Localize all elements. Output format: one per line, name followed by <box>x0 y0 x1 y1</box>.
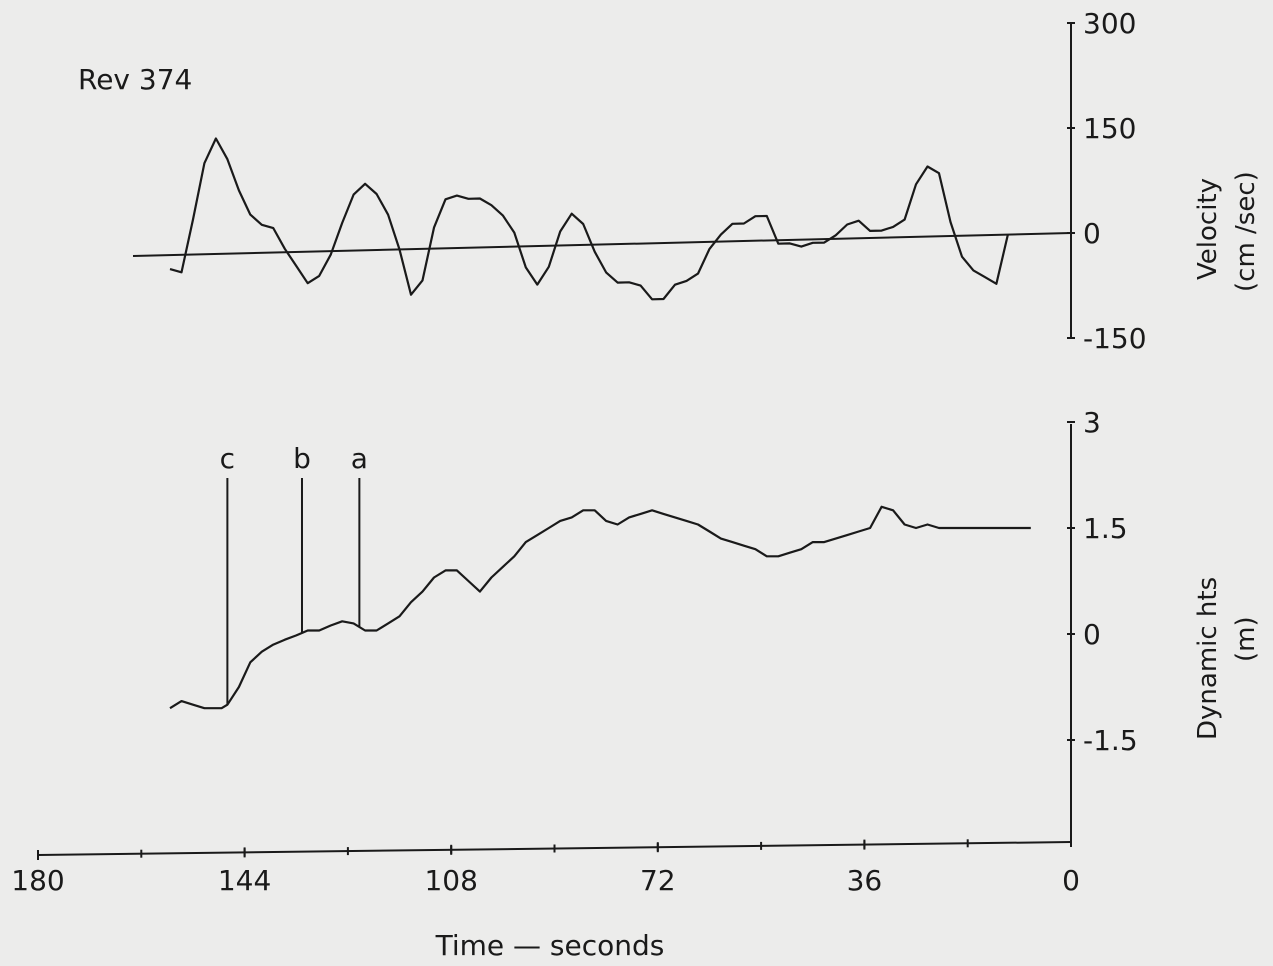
velocity-ylabel-line1: Velocity <box>1193 178 1223 280</box>
height-ylabel-line2: (m) <box>1231 616 1261 662</box>
velocity-ylabel-line2: (cm /sec) <box>1231 171 1261 292</box>
velocity-tick-label: -150 <box>1083 322 1147 355</box>
velocity-tick-label: 300 <box>1083 7 1136 40</box>
chart-title: Rev 374 <box>78 63 192 96</box>
velocity-tick-label: 150 <box>1083 112 1136 145</box>
time-axis: 180 144 108 72 36 0 Time — seconds <box>11 837 1080 962</box>
time-tick-label: 180 <box>11 864 64 897</box>
marker-label-c: c <box>220 442 235 475</box>
height-tick-label: -1.5 <box>1083 724 1138 757</box>
height-ylabel-line1: Dynamic hts <box>1193 577 1223 740</box>
velocity-baseline <box>132 232 1072 257</box>
marker-label-a: a <box>351 442 368 475</box>
velocity-tick-label: 0 <box>1083 217 1101 250</box>
time-tick-label: 0 <box>1062 864 1080 897</box>
marker-label-b: b <box>293 442 311 475</box>
height-tick-label: 1.5 <box>1083 512 1128 545</box>
velocity-panel: Rev 374 300 150 0 -150 Velocity (cm /sec) <box>78 7 1261 355</box>
dynamic-height-panel: 3 1.5 0 -1.5 c b a Dynamic hts (m) <box>169 406 1261 842</box>
x-axis-label: Time — seconds <box>435 929 665 962</box>
height-tick-label: 3 <box>1083 406 1101 439</box>
height-tick-label: 0 <box>1083 618 1101 651</box>
time-tick-label: 72 <box>640 864 676 897</box>
time-tick-label: 108 <box>424 864 477 897</box>
time-tick-label: 36 <box>847 864 883 897</box>
height-series-line <box>169 505 1031 710</box>
velocity-series-line <box>169 137 1009 301</box>
time-tick-label: 144 <box>218 864 271 897</box>
